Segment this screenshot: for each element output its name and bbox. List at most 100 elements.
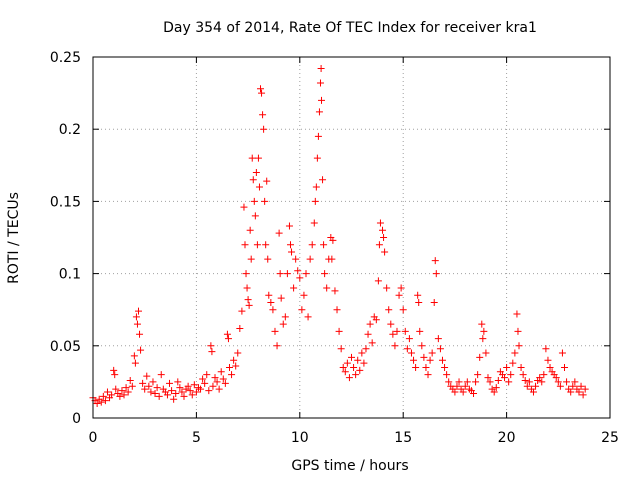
data-point bbox=[362, 345, 370, 353]
data-point bbox=[445, 378, 453, 386]
data-point bbox=[276, 270, 284, 278]
data-point bbox=[290, 284, 298, 292]
data-point bbox=[405, 335, 413, 343]
data-point bbox=[157, 371, 165, 379]
data-point bbox=[133, 320, 141, 328]
data-point bbox=[288, 248, 296, 256]
data-point bbox=[180, 392, 188, 400]
data-point bbox=[509, 359, 517, 367]
data-point bbox=[304, 313, 312, 321]
data-point bbox=[251, 212, 259, 220]
data-point bbox=[339, 363, 347, 371]
x-tick-label: 5 bbox=[192, 430, 201, 446]
data-point bbox=[149, 378, 157, 386]
data-point bbox=[536, 374, 544, 382]
data-point bbox=[486, 378, 494, 386]
data-point bbox=[250, 197, 258, 205]
data-point bbox=[397, 284, 405, 292]
data-point bbox=[416, 327, 424, 335]
data-point bbox=[131, 359, 139, 367]
data-point bbox=[420, 353, 428, 361]
data-point bbox=[277, 294, 285, 302]
data-point bbox=[376, 219, 384, 227]
data-point bbox=[514, 327, 522, 335]
x-tick-label: 20 bbox=[498, 430, 516, 446]
data-point bbox=[306, 255, 314, 263]
data-point bbox=[438, 356, 446, 364]
data-point bbox=[285, 222, 293, 230]
data-point bbox=[201, 379, 209, 387]
data-point bbox=[265, 291, 273, 299]
data-point bbox=[424, 371, 432, 379]
data-point bbox=[267, 298, 275, 306]
data-point bbox=[478, 320, 486, 328]
data-point bbox=[258, 89, 266, 97]
data-point bbox=[399, 306, 407, 314]
data-point bbox=[391, 342, 399, 350]
data-point bbox=[186, 387, 194, 395]
data-point bbox=[139, 379, 147, 387]
data-point bbox=[208, 348, 216, 356]
data-point bbox=[108, 391, 116, 399]
y-tick-label: 0.05 bbox=[50, 339, 81, 355]
data-point bbox=[97, 398, 105, 406]
data-point bbox=[436, 345, 444, 353]
x-tick-label: 15 bbox=[394, 430, 412, 446]
data-point bbox=[215, 385, 223, 393]
data-point bbox=[308, 241, 316, 249]
data-point bbox=[230, 356, 238, 364]
data-point bbox=[205, 387, 213, 395]
data-point bbox=[484, 374, 492, 382]
data-point bbox=[155, 392, 163, 400]
y-tick-label: 0.2 bbox=[59, 122, 81, 138]
data-point bbox=[247, 255, 255, 263]
data-point bbox=[234, 349, 242, 357]
data-point bbox=[507, 371, 515, 379]
data-point bbox=[120, 391, 128, 399]
data-point bbox=[474, 371, 482, 379]
data-point bbox=[517, 363, 525, 371]
data-point bbox=[124, 388, 132, 396]
data-point bbox=[331, 287, 339, 295]
data-point bbox=[441, 363, 449, 371]
data-point bbox=[264, 255, 272, 263]
data-point bbox=[343, 359, 351, 367]
data-point bbox=[525, 378, 533, 386]
y-axis-label: ROTI / TECUs bbox=[6, 192, 22, 284]
data-point bbox=[209, 382, 217, 390]
data-point bbox=[126, 376, 134, 384]
data-point bbox=[540, 371, 548, 379]
data-point bbox=[561, 363, 569, 371]
y-tick-label: 0.25 bbox=[50, 50, 81, 66]
data-point bbox=[99, 392, 107, 400]
data-point bbox=[523, 382, 531, 390]
data-point bbox=[552, 374, 560, 382]
data-point bbox=[385, 306, 393, 314]
x-tick-labels: 0 5 10 15 20 25 bbox=[89, 430, 619, 446]
data-point bbox=[470, 389, 478, 397]
y-tick-label: 0 bbox=[72, 411, 81, 427]
data-point bbox=[412, 363, 420, 371]
data-point bbox=[328, 255, 336, 263]
data-point bbox=[492, 384, 500, 392]
data-point bbox=[130, 352, 138, 360]
data-point bbox=[253, 241, 261, 249]
data-point bbox=[345, 374, 353, 382]
y-tick-labels: 0 0.05 0.1 0.15 0.2 0.25 bbox=[50, 50, 81, 427]
data-point bbox=[199, 375, 207, 383]
data-point bbox=[261, 197, 269, 205]
data-point bbox=[374, 277, 382, 285]
data-point bbox=[281, 313, 289, 321]
data-point bbox=[292, 255, 300, 263]
x-tick-label: 10 bbox=[291, 430, 309, 446]
data-point bbox=[242, 270, 250, 278]
data-point bbox=[314, 132, 322, 140]
data-point bbox=[366, 320, 374, 328]
data-point bbox=[407, 349, 415, 357]
data-point bbox=[430, 298, 438, 306]
data-point bbox=[203, 371, 211, 379]
data-point bbox=[579, 391, 587, 399]
data-point bbox=[283, 270, 291, 278]
data-point bbox=[480, 327, 488, 335]
data-point bbox=[111, 371, 119, 379]
